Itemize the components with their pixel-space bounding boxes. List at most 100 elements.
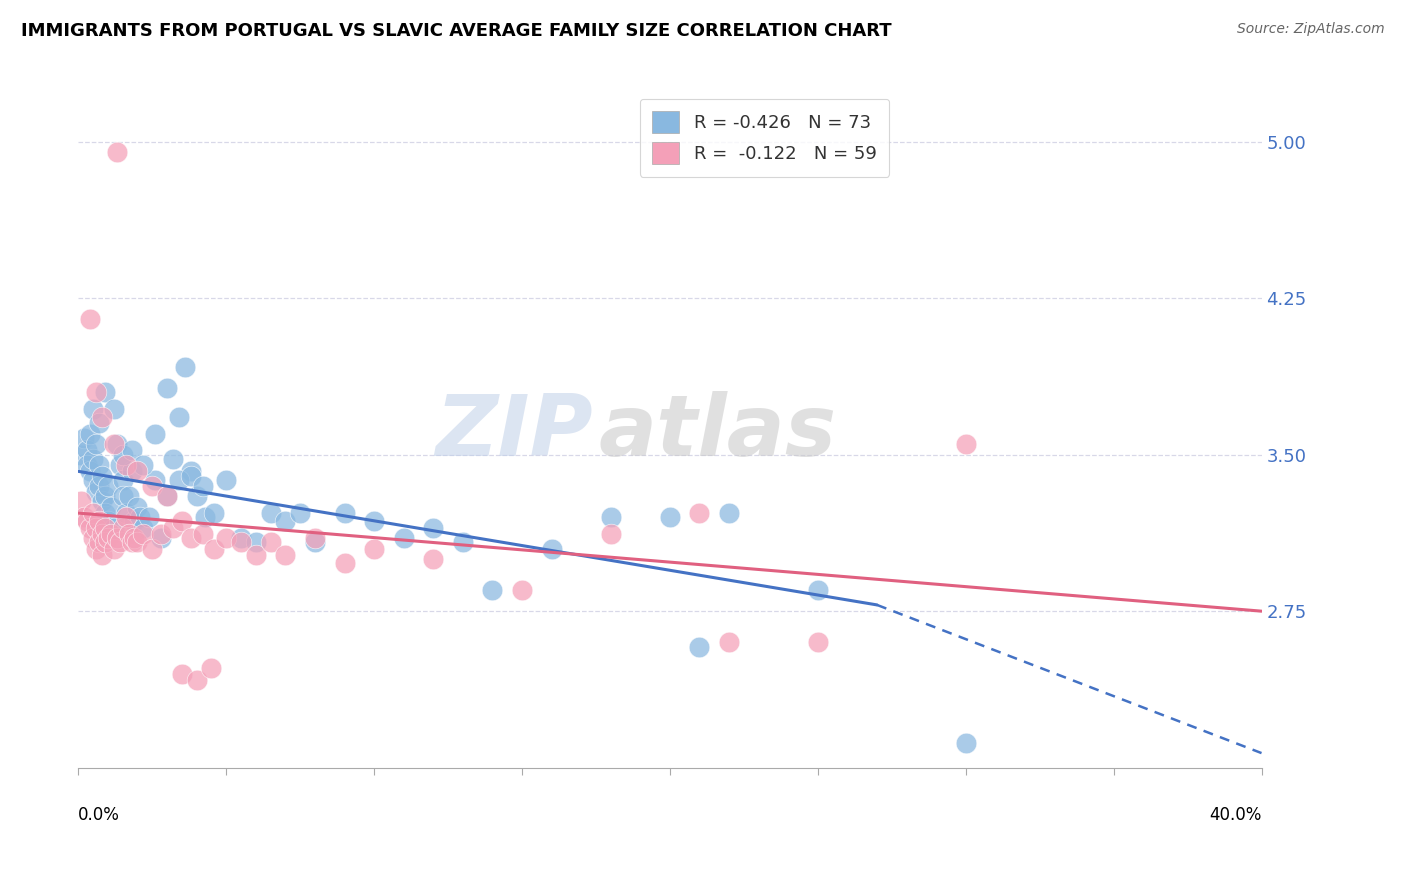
Point: [91, 527, 114, 541]
Text: ZIP: ZIP: [436, 391, 593, 474]
Point: [288, 506, 311, 520]
Point: [84, 437, 107, 451]
Point: [117, 527, 139, 541]
Point: [97, 479, 120, 493]
Point: [111, 521, 134, 535]
Point: [94, 384, 117, 399]
Point: [392, 531, 415, 545]
Point: [141, 479, 163, 493]
Point: [127, 500, 149, 514]
Point: [599, 510, 621, 524]
Point: [259, 506, 281, 520]
Point: [121, 535, 143, 549]
Point: [97, 531, 120, 545]
Point: [156, 489, 179, 503]
Point: [167, 473, 190, 487]
Point: [191, 479, 214, 493]
Point: [105, 437, 128, 451]
Point: [200, 660, 222, 674]
Point: [194, 510, 217, 524]
Point: [363, 515, 385, 529]
Legend: R = -0.426   N = 73, R =  -0.122   N = 59: R = -0.426 N = 73, R = -0.122 N = 59: [640, 98, 890, 177]
Point: [186, 489, 208, 503]
Point: [94, 506, 117, 520]
Text: 0.0%: 0.0%: [79, 806, 120, 824]
Point: [79, 312, 101, 326]
Point: [955, 736, 977, 750]
Point: [84, 485, 107, 500]
Point: [150, 531, 173, 545]
Point: [127, 464, 149, 478]
Point: [87, 535, 110, 549]
Point: [82, 451, 104, 466]
Point: [94, 521, 117, 535]
Point: [117, 489, 139, 503]
Point: [422, 552, 444, 566]
Point: [103, 401, 125, 416]
Point: [70, 448, 93, 462]
Point: [304, 535, 326, 549]
Point: [688, 640, 710, 654]
Point: [91, 493, 114, 508]
Point: [114, 510, 136, 524]
Point: [333, 556, 356, 570]
Point: [688, 506, 710, 520]
Point: [162, 521, 184, 535]
Point: [108, 535, 131, 549]
Point: [215, 473, 238, 487]
Point: [87, 479, 110, 493]
Point: [121, 464, 143, 478]
Point: [215, 531, 238, 545]
Point: [658, 510, 681, 524]
Point: [94, 489, 117, 503]
Point: [121, 443, 143, 458]
Point: [73, 510, 96, 524]
Point: [186, 673, 208, 687]
Point: [245, 535, 267, 549]
Text: 40.0%: 40.0%: [1209, 806, 1261, 824]
Point: [103, 521, 125, 535]
Point: [76, 443, 98, 458]
Point: [79, 426, 101, 441]
Point: [132, 458, 155, 472]
Point: [87, 458, 110, 472]
Point: [103, 541, 125, 556]
Point: [82, 506, 104, 520]
Point: [202, 506, 225, 520]
Point: [229, 535, 252, 549]
Point: [84, 384, 107, 399]
Point: [94, 535, 117, 549]
Point: [91, 548, 114, 562]
Point: [143, 473, 166, 487]
Point: [91, 468, 114, 483]
Point: [170, 666, 193, 681]
Point: [132, 521, 155, 535]
Point: [138, 510, 160, 524]
Point: [259, 535, 281, 549]
Point: [76, 515, 98, 529]
Point: [274, 548, 297, 562]
Point: [167, 410, 190, 425]
Text: atlas: atlas: [599, 391, 837, 474]
Point: [955, 437, 977, 451]
Point: [124, 531, 146, 545]
Point: [718, 506, 741, 520]
Point: [97, 515, 120, 529]
Point: [105, 145, 128, 159]
Text: Source: ZipAtlas.com: Source: ZipAtlas.com: [1237, 22, 1385, 37]
Point: [156, 489, 179, 503]
Point: [111, 448, 134, 462]
Point: [82, 473, 104, 487]
Point: [105, 531, 128, 545]
Point: [100, 500, 122, 514]
Point: [191, 527, 214, 541]
Point: [114, 458, 136, 472]
Point: [100, 527, 122, 541]
Point: [274, 515, 297, 529]
Point: [422, 521, 444, 535]
Point: [599, 527, 621, 541]
Point: [807, 635, 830, 649]
Point: [245, 548, 267, 562]
Point: [143, 426, 166, 441]
Point: [79, 521, 101, 535]
